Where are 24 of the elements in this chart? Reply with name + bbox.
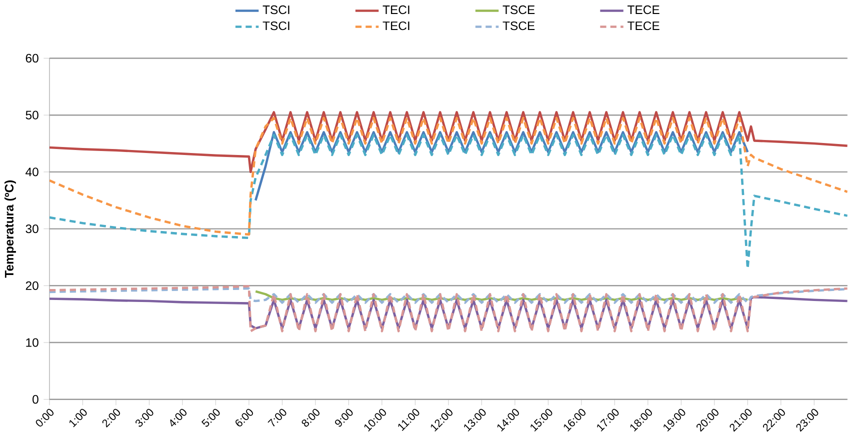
y-axis-title: Temperatura (ºC) <box>4 180 16 278</box>
legend-label: TSCI <box>262 21 290 30</box>
y-tick-label: 0 <box>32 395 38 404</box>
y-tick-label: 40 <box>26 168 38 176</box>
x-tick-label: 6:00 <box>236 408 253 426</box>
line-series <box>49 296 848 330</box>
x-tick-label: 4:00 <box>170 408 186 426</box>
y-tick-label: 30 <box>26 224 38 234</box>
line-series <box>49 134 848 270</box>
line-series <box>254 290 749 301</box>
legend-label: TECI <box>382 5 410 14</box>
legend-label: TECI <box>382 21 410 30</box>
legend-label: TSCE <box>502 5 535 14</box>
y-tick-label: 10 <box>26 338 38 347</box>
y-tick-label: 20 <box>26 281 38 290</box>
x-tick-label: 0:00 <box>36 408 54 426</box>
y-tick-label: 50 <box>26 110 38 120</box>
legend-label: TSCE <box>502 21 535 30</box>
line-series <box>254 130 749 202</box>
x-tick-label: 7:00 <box>268 408 286 426</box>
legend-label: TSCI <box>262 5 290 14</box>
legend-label: TECE <box>628 5 660 14</box>
legend-label: TECE <box>628 21 660 30</box>
y-tick-label: 60 <box>26 54 38 63</box>
